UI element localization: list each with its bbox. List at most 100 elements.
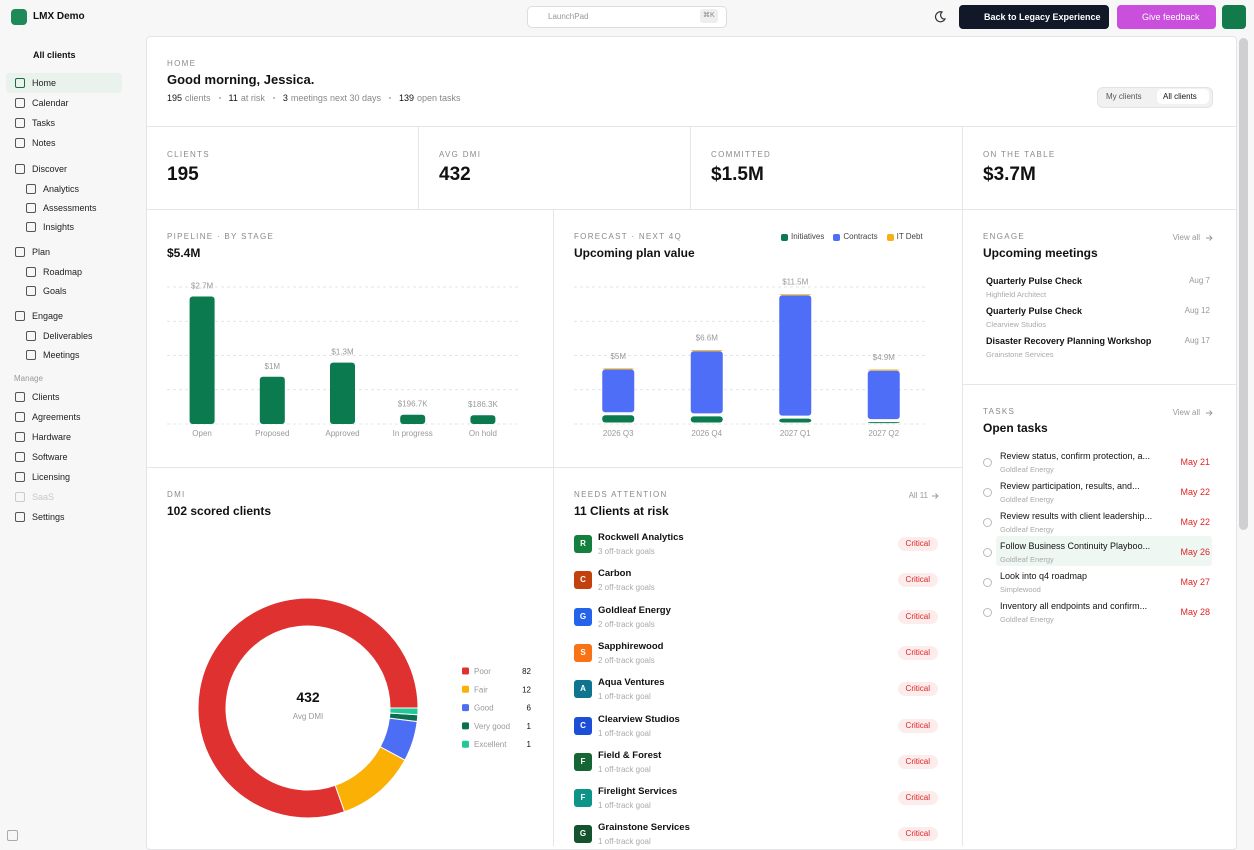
nav-label: Home [32, 78, 57, 88]
status-badge: Critical [897, 718, 938, 733]
nav-item[interactable]: Plan [6, 242, 122, 262]
client-name[interactable]: Goldleaf Energy [598, 604, 671, 616]
eyebrow: TASKS [983, 407, 1016, 416]
scrollbar[interactable] [1239, 38, 1248, 530]
sidebar-manage: Clients Agreements Hardware Software Licensi… [6, 387, 122, 527]
nav-item[interactable]: Notes [6, 133, 122, 153]
divider [418, 127, 419, 210]
task-checkbox[interactable] [983, 518, 992, 527]
toggle-option-active[interactable] [1157, 89, 1209, 104]
meeting-title[interactable]: Quarterly Pulse Check [986, 306, 1083, 316]
nav-subitem[interactable]: Analytics [6, 179, 122, 198]
toggle-option[interactable]: My clients [1106, 92, 1142, 101]
logo[interactable] [11, 9, 27, 25]
app-name[interactable]: LMX Demo [33, 11, 85, 22]
ai-button[interactable] [1222, 5, 1246, 29]
client-avatar[interactable]: C [574, 716, 592, 735]
client-avatar[interactable]: G [574, 825, 592, 844]
client-avatar[interactable]: F [574, 752, 592, 771]
meeting-title[interactable]: Quarterly Pulse Check [986, 276, 1083, 286]
nav-item[interactable]: Software [6, 447, 122, 467]
kpi-label: AVG DMI [439, 150, 482, 159]
nav-item[interactable]: Discover [6, 159, 122, 179]
task-due: May 22 [1180, 487, 1210, 497]
nav-subitem[interactable]: Roadmap [6, 262, 122, 281]
client-name[interactable]: Field & Forest [598, 749, 662, 761]
task-checkbox[interactable] [983, 578, 992, 587]
client-name[interactable]: Carbon [598, 568, 632, 580]
nav-subitem[interactable]: Meetings [6, 345, 122, 364]
sidebar-nav: Home Calendar Tasks Notes Discover Analytics A… [6, 73, 122, 364]
eyebrow: ENGAGE [983, 232, 1026, 241]
task-checkbox[interactable] [983, 458, 992, 467]
kpi-value: $3.7M [983, 164, 1036, 185]
client-avatar[interactable]: C [574, 571, 592, 590]
client-detail: 1 off-track goal [598, 728, 651, 738]
feedback-button[interactable] [1117, 5, 1216, 29]
nav-item[interactable]: SaaS [6, 487, 122, 507]
nav-label: Roadmap [43, 266, 83, 277]
nav-item[interactable]: Licensing [6, 467, 122, 487]
client-detail: 2 off-track goals [598, 619, 655, 629]
nav-icon [15, 472, 25, 482]
legacy-button[interactable] [959, 5, 1109, 29]
client-avatar[interactable]: A [574, 680, 592, 699]
client-avatar[interactable]: G [574, 607, 592, 626]
task-highlight [996, 536, 1212, 566]
nav-item[interactable]: Hardware [6, 427, 122, 447]
link[interactable]: View all [1172, 408, 1200, 417]
client-detail: 1 off-track goal [598, 692, 651, 702]
nav-item[interactable]: Calendar [6, 93, 122, 113]
search-shortcut: ⌘K [700, 9, 718, 23]
stat-label: meetings next 30 days [290, 93, 381, 103]
link[interactable]: View all [1172, 233, 1200, 242]
task-title[interactable]: Review participation, results, and... [1000, 481, 1140, 491]
nav-subitem[interactable]: Assessments [6, 198, 122, 217]
nav-item[interactable]: Engage [6, 306, 122, 326]
client-avatar[interactable]: S [574, 643, 592, 662]
nav-icon [15, 492, 25, 502]
task-title[interactable]: Inventory all endpoints and confirm... [1000, 601, 1148, 611]
task-checkbox[interactable] [983, 488, 992, 497]
nav-icon [15, 512, 25, 522]
client-detail: 1 off-track goal [598, 837, 651, 847]
card-title: Upcoming plan value [574, 246, 695, 260]
nav-label: Engage [32, 311, 64, 321]
meeting-date: Aug 7 [1189, 276, 1210, 285]
nav-subitem[interactable]: Goals [6, 281, 122, 300]
client-name[interactable]: Aqua Ventures [598, 677, 665, 689]
task-checkbox[interactable] [983, 608, 992, 617]
client-avatar[interactable]: F [574, 789, 592, 808]
nav-subitem[interactable]: Deliverables [6, 326, 122, 345]
nav-item[interactable]: Agreements [6, 407, 122, 427]
task-title[interactable]: Look into q4 roadmap [1000, 571, 1088, 581]
task-checkbox[interactable] [983, 548, 992, 557]
client-name[interactable]: Grainstone Services [598, 822, 690, 834]
task-title[interactable]: Follow Business Continuity Playboo... [1000, 541, 1151, 551]
task-client: Goldleaf Energy [1000, 555, 1054, 564]
task-title[interactable]: Review status, confirm protection, a... [1000, 451, 1151, 461]
nav-icon [26, 349, 36, 360]
theme-toggle[interactable] [934, 11, 946, 23]
nav-item[interactable]: Settings [6, 507, 122, 527]
toggle-option[interactable]: All clients [1163, 92, 1197, 101]
status-badge: Critical [897, 645, 938, 660]
nav-item[interactable]: Clients [6, 387, 122, 407]
client-name[interactable]: Sapphirewood [598, 640, 664, 652]
nav-item[interactable]: Home [6, 73, 122, 93]
link[interactable]: All 11 [908, 491, 928, 500]
legend-label: Initiatives [791, 232, 825, 241]
meeting-title[interactable]: Disaster Recovery Planning Workshop [986, 336, 1152, 346]
nav-subitem[interactable]: Insights [6, 217, 122, 236]
client-avatar[interactable]: R [574, 535, 592, 553]
search-box[interactable] [527, 6, 727, 28]
client-name[interactable]: Clearview Studios [598, 713, 680, 725]
task-title[interactable]: Review results with client leadership... [1000, 511, 1153, 521]
meeting-date: Aug 17 [1184, 336, 1210, 345]
collapse-sidebar[interactable] [7, 830, 18, 841]
nav-item[interactable]: Tasks [6, 113, 122, 133]
stat: 11 at risk [229, 91, 265, 105]
client-name[interactable]: Rockwell Analytics [598, 532, 684, 543]
client-name[interactable]: Firelight Services [598, 786, 678, 798]
